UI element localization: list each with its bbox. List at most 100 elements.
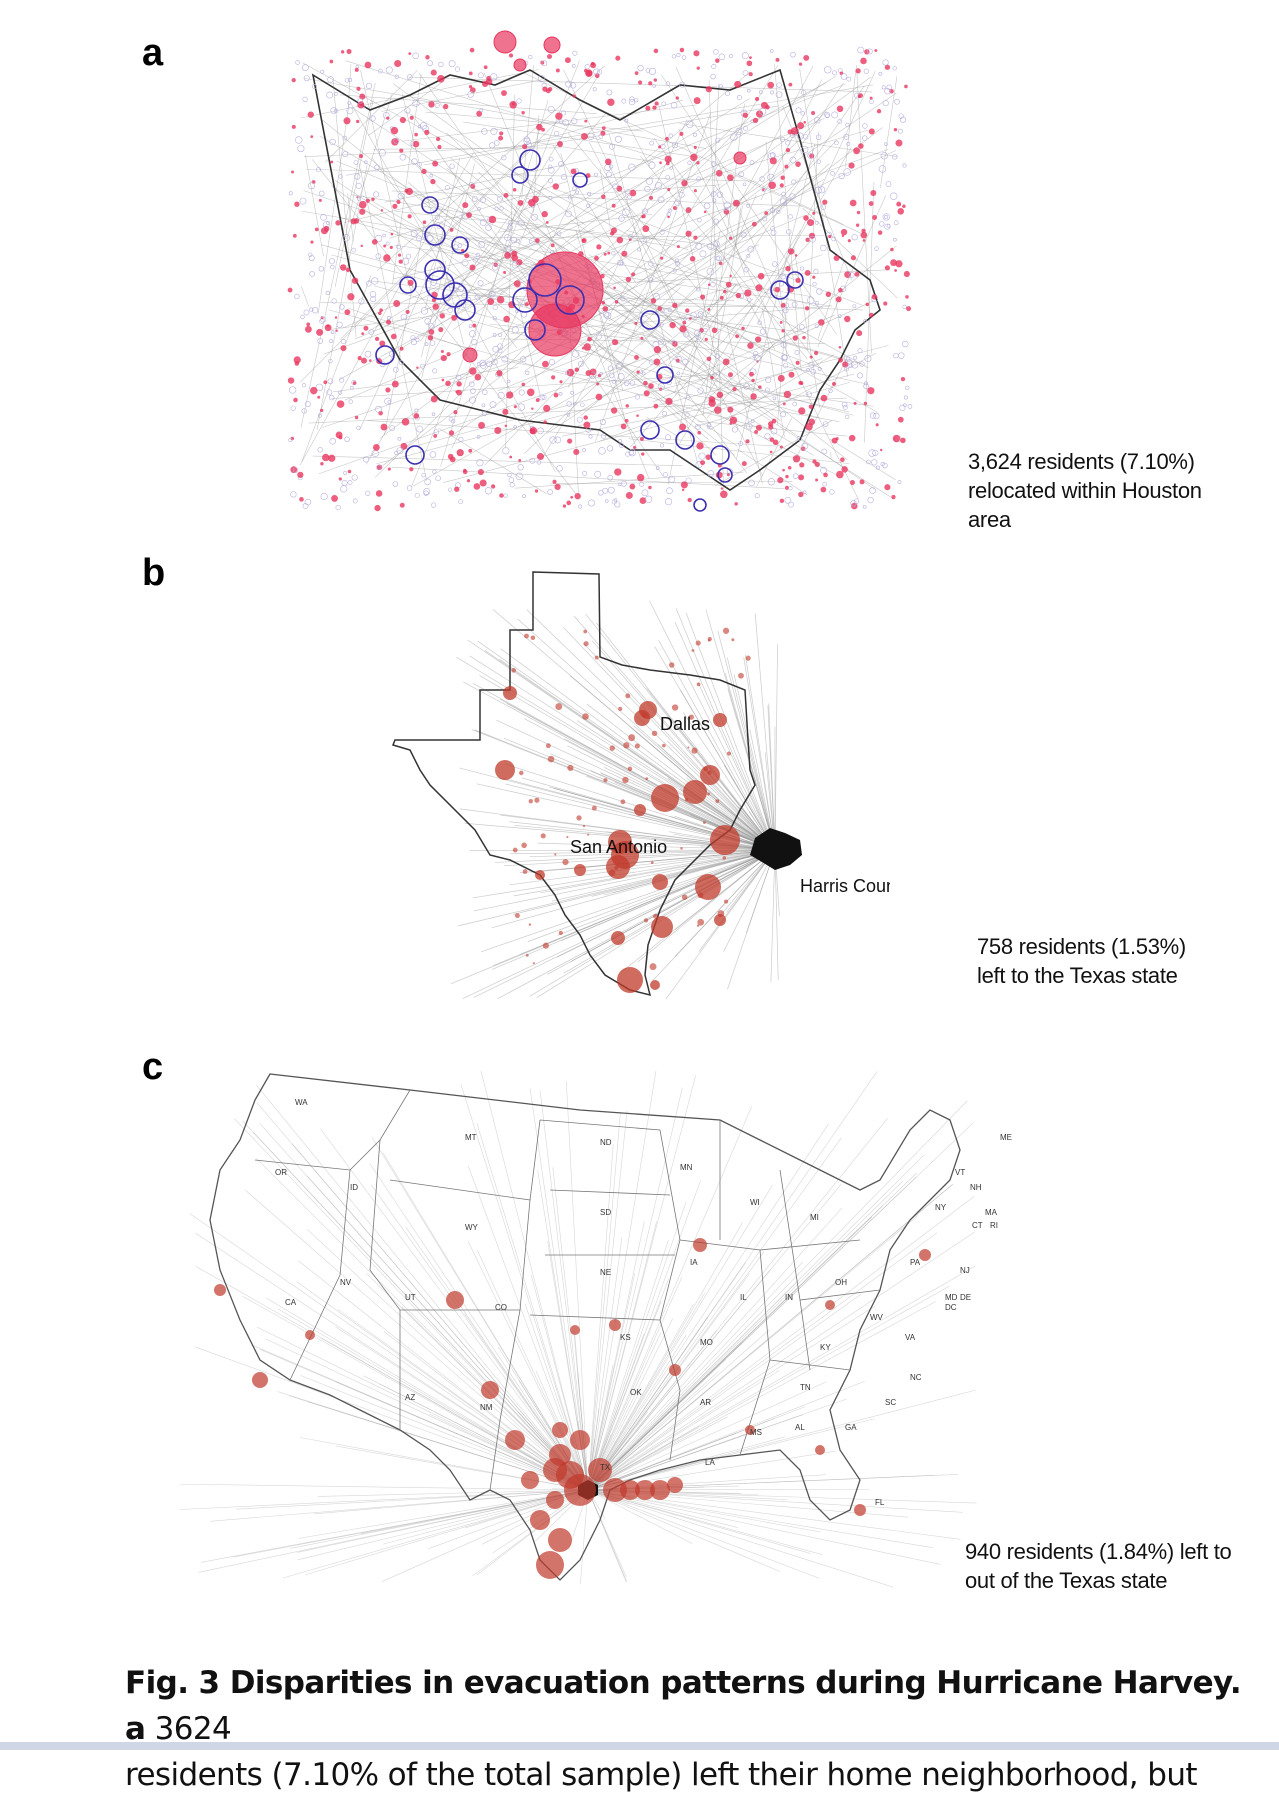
origin-dot	[459, 437, 464, 442]
origin-dot	[372, 239, 378, 245]
origin-dot	[293, 234, 297, 238]
origin-dot	[688, 498, 692, 502]
destination-dot	[692, 649, 695, 652]
origin-dot	[812, 276, 815, 279]
origin-dot	[721, 487, 723, 489]
origin-dot	[697, 177, 701, 181]
origin-dot	[729, 275, 731, 277]
origin-dot	[822, 449, 827, 454]
origin-dot	[765, 388, 769, 392]
origin-dot	[823, 473, 828, 478]
destination-dot	[505, 1430, 525, 1450]
origin-dot	[599, 447, 606, 454]
origin-dot	[295, 294, 300, 299]
origin-dot	[363, 326, 368, 331]
origin-dot	[607, 90, 612, 95]
state-label-oh: OH	[835, 1278, 847, 1287]
origin-dot	[671, 102, 677, 108]
origin-dot	[884, 484, 890, 490]
flow-line	[201, 1490, 588, 1562]
origin-dot	[491, 484, 495, 488]
origin-dot	[584, 415, 588, 419]
destination-dot	[530, 1510, 550, 1530]
destination-dot	[576, 815, 581, 820]
destination-dot	[583, 630, 587, 634]
origin-dot	[781, 412, 786, 417]
origin-dot	[641, 452, 644, 455]
origin-dot	[602, 126, 606, 130]
origin-dot	[903, 164, 906, 167]
state-label-pa: PA	[910, 1258, 921, 1267]
flow-line	[304, 146, 534, 157]
origin-dot	[327, 325, 329, 327]
origin-dot	[422, 473, 426, 477]
origin-dot	[405, 189, 409, 193]
origin-dot	[365, 491, 370, 496]
origin-dot	[343, 151, 348, 156]
origin-dot	[622, 99, 626, 103]
origin-dot	[499, 131, 503, 135]
origin-dot	[459, 286, 464, 291]
destination-dot	[642, 713, 646, 717]
origin-dot	[884, 215, 887, 218]
origin-dot	[741, 232, 746, 237]
destination-dot	[541, 833, 546, 838]
origin-dot	[845, 415, 849, 419]
destination-dot	[825, 1300, 835, 1310]
origin-dot	[893, 435, 900, 442]
label-dallas: Dallas	[660, 714, 710, 734]
origin-dot	[494, 140, 499, 145]
origin-dot	[617, 237, 624, 244]
origin-dot	[679, 325, 686, 332]
origin-dot	[788, 215, 792, 219]
destination-dot	[531, 635, 536, 640]
origin-dot	[791, 127, 799, 135]
origin-dot	[369, 359, 372, 362]
origin-dot	[357, 426, 361, 430]
origin-dot	[595, 73, 600, 78]
origin-dot	[300, 198, 306, 204]
state-label-ma: MA	[985, 1208, 998, 1217]
destination-dot	[644, 918, 648, 922]
flow-line	[377, 66, 605, 271]
origin-dot	[626, 492, 633, 499]
origin-dot	[291, 170, 294, 173]
origin-dot	[484, 65, 488, 69]
origin-dot	[319, 266, 324, 271]
origin-dot	[288, 288, 293, 293]
destination-dot	[567, 765, 573, 771]
origin-dot	[758, 385, 762, 389]
origin-dot	[698, 388, 704, 394]
origin-dot	[381, 209, 383, 211]
destination-dot	[696, 641, 701, 646]
origin-dot	[563, 504, 566, 507]
origin-dot	[693, 236, 697, 240]
origin-dot	[895, 99, 900, 104]
state-label-wi: WI	[750, 1198, 760, 1207]
origin-dot	[353, 499, 357, 503]
state-label-nv: NV	[340, 1278, 352, 1287]
origin-dot	[615, 56, 620, 61]
origin-dot	[906, 306, 911, 311]
origin-dot	[352, 248, 356, 252]
origin-dot	[734, 502, 737, 505]
origin-dot	[626, 277, 631, 282]
origin-dot	[514, 280, 521, 287]
origin-dot	[848, 163, 854, 169]
origin-dot	[803, 55, 809, 61]
state-label-ks: KS	[620, 1333, 631, 1342]
origin-dot	[518, 404, 525, 411]
origin-dot	[712, 64, 716, 68]
state-label-mt: MT	[465, 1133, 477, 1142]
origin-dot	[585, 64, 589, 68]
origin-dot	[696, 243, 702, 249]
flow-line	[588, 1181, 701, 1490]
origin-dot	[371, 198, 374, 201]
origin-dot	[662, 411, 666, 415]
origin-dot	[895, 260, 902, 267]
origin-dot	[318, 447, 323, 452]
origin-dot	[302, 383, 306, 387]
destination-dot	[693, 1238, 707, 1252]
origin-dot	[708, 423, 711, 426]
origin-dot	[645, 186, 651, 192]
